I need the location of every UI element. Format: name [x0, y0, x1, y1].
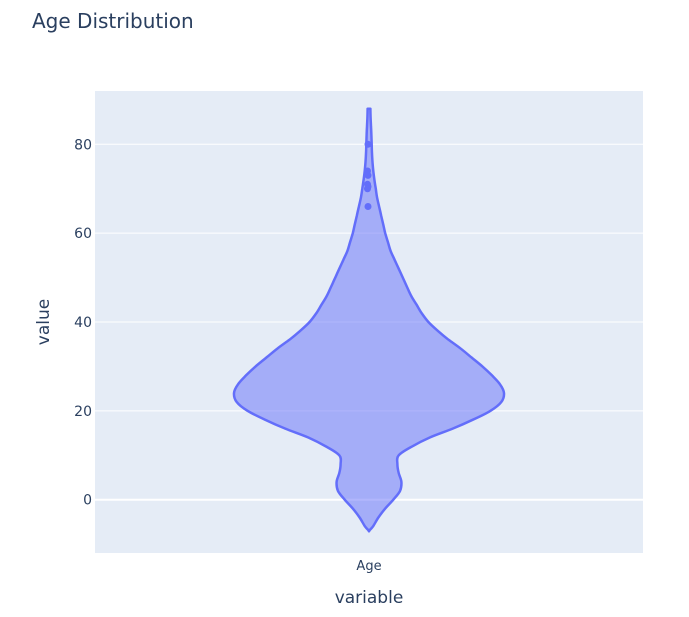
x-tick-age: Age	[356, 559, 381, 574]
outlier-point	[364, 203, 372, 210]
x-axis-title: variable	[335, 588, 404, 608]
outlier-point	[364, 185, 371, 193]
y-tick-label-40: 40	[74, 315, 92, 331]
y-tick-label-60: 60	[74, 226, 92, 242]
y-axis-ticks: 0 20 40 60 80	[74, 137, 92, 508]
y-tick-label-0: 0	[83, 493, 92, 509]
violin-layer	[232, 107, 506, 533]
outliers	[364, 140, 372, 210]
y-tick-label-80: 80	[74, 137, 92, 153]
violin-age	[232, 107, 506, 533]
y-tick-label-20: 20	[74, 404, 92, 420]
outlier-point	[364, 140, 372, 148]
outlier-point	[364, 171, 372, 179]
y-axis-title: value	[34, 299, 54, 345]
chart-title: Age Distribution	[32, 9, 194, 33]
